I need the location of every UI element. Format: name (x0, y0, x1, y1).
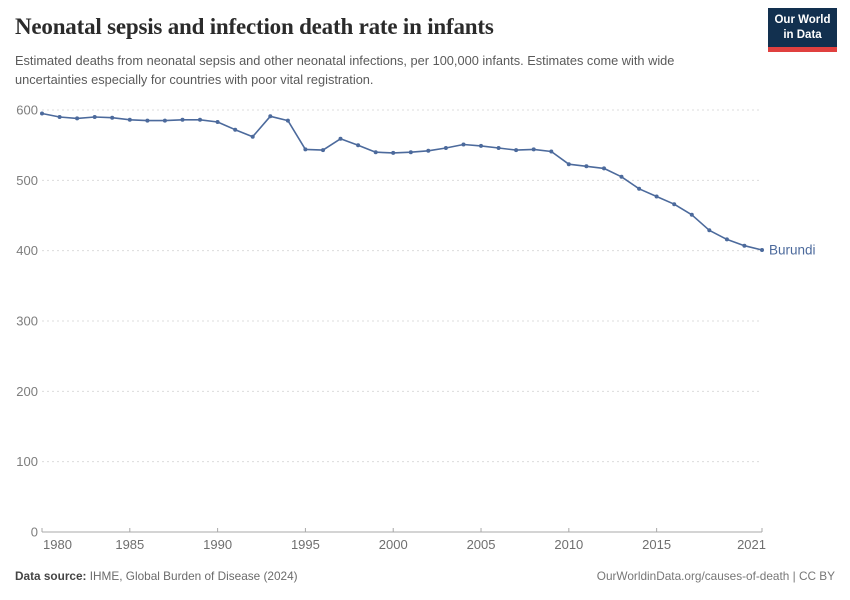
data-point-marker[interactable] (426, 148, 431, 153)
y-tick-label: 400 (16, 243, 38, 258)
data-point-marker[interactable] (198, 117, 202, 122)
y-tick-label: 0 (31, 525, 38, 540)
data-point-marker[interactable] (461, 142, 466, 147)
data-point-marker[interactable] (760, 248, 764, 252)
x-tick-label: 2015 (642, 537, 671, 552)
data-source-label: Data source: (15, 569, 87, 583)
x-tick-label: 1985 (115, 537, 144, 552)
chart-subtitle: Estimated deaths from neonatal sepsis an… (15, 53, 675, 87)
y-tick-label: 300 (16, 314, 38, 329)
x-tick-label: 2000 (379, 537, 408, 552)
data-point-marker[interactable] (391, 150, 396, 155)
data-point-marker[interactable] (637, 186, 642, 191)
data-point-marker[interactable] (496, 146, 501, 150)
data-point-marker[interactable] (531, 147, 536, 152)
data-point-marker[interactable] (110, 115, 115, 120)
data-point-marker[interactable] (408, 150, 413, 155)
x-tick-label: 1980 (43, 537, 72, 552)
entity-label-burundi[interactable]: Burundi (769, 242, 816, 257)
data-point-marker[interactable] (742, 243, 747, 248)
chart-title: Neonatal sepsis and infection death rate… (15, 14, 494, 39)
data-point-marker[interactable] (303, 147, 308, 152)
data-point-marker[interactable] (250, 134, 255, 139)
data-point-marker[interactable] (672, 202, 677, 207)
data-point-marker[interactable] (549, 149, 554, 154)
data-point-marker[interactable] (40, 111, 44, 116)
data-point-marker[interactable] (707, 228, 712, 233)
x-tick-label: 2010 (554, 537, 583, 552)
data-point-marker[interactable] (285, 118, 290, 123)
data-point-marker[interactable] (479, 143, 483, 148)
data-point-marker[interactable] (57, 115, 62, 119)
data-point-marker[interactable] (127, 117, 132, 122)
owid-logo-line2: in Data (783, 28, 822, 41)
x-tick-label: 1990 (203, 537, 232, 552)
credit-link[interactable]: OurWorldinData.org/causes-of-death | CC … (596, 569, 835, 583)
data-point-marker[interactable] (162, 118, 167, 123)
owid-logo-line1: Our World (774, 14, 831, 26)
data-point-marker[interactable] (338, 136, 343, 141)
data-point-marker[interactable] (356, 143, 361, 148)
burundi-line[interactable] (41, 112, 763, 251)
y-tick-label: 100 (16, 454, 38, 469)
data-point-marker[interactable] (321, 148, 325, 153)
data-point-marker[interactable] (180, 117, 185, 122)
data-point-marker[interactable] (75, 116, 80, 121)
x-tick-label: 1995 (291, 537, 320, 552)
data-point-marker[interactable] (443, 146, 448, 150)
y-tick-label: 600 (16, 103, 38, 118)
data-source-note: Data source: IHME, Global Burden of Dise… (15, 569, 298, 583)
data-point-marker[interactable] (584, 164, 589, 169)
data-point-marker[interactable] (514, 148, 519, 153)
data-point-marker[interactable] (145, 118, 150, 123)
data-point-marker[interactable] (92, 115, 97, 119)
data-point-marker[interactable] (619, 174, 624, 179)
data-point-marker[interactable] (724, 237, 729, 242)
data-source-value: IHME, Global Burden of Disease (2024) (86, 569, 298, 583)
y-tick-label: 500 (16, 173, 38, 188)
data-point-marker[interactable] (689, 212, 694, 217)
data-point-marker[interactable] (602, 166, 606, 171)
data-point-marker[interactable] (215, 120, 220, 124)
x-tick-label: 2021 (737, 537, 766, 552)
data-point-marker[interactable] (268, 114, 273, 119)
data-point-marker[interactable] (654, 194, 659, 199)
y-tick-label: 200 (16, 384, 38, 399)
data-point-marker[interactable] (373, 150, 378, 155)
owid-logo[interactable]: Our World in Data (768, 8, 837, 52)
data-point-marker[interactable] (566, 162, 571, 167)
x-tick-label: 2005 (467, 537, 496, 552)
data-point-marker[interactable] (233, 127, 238, 132)
